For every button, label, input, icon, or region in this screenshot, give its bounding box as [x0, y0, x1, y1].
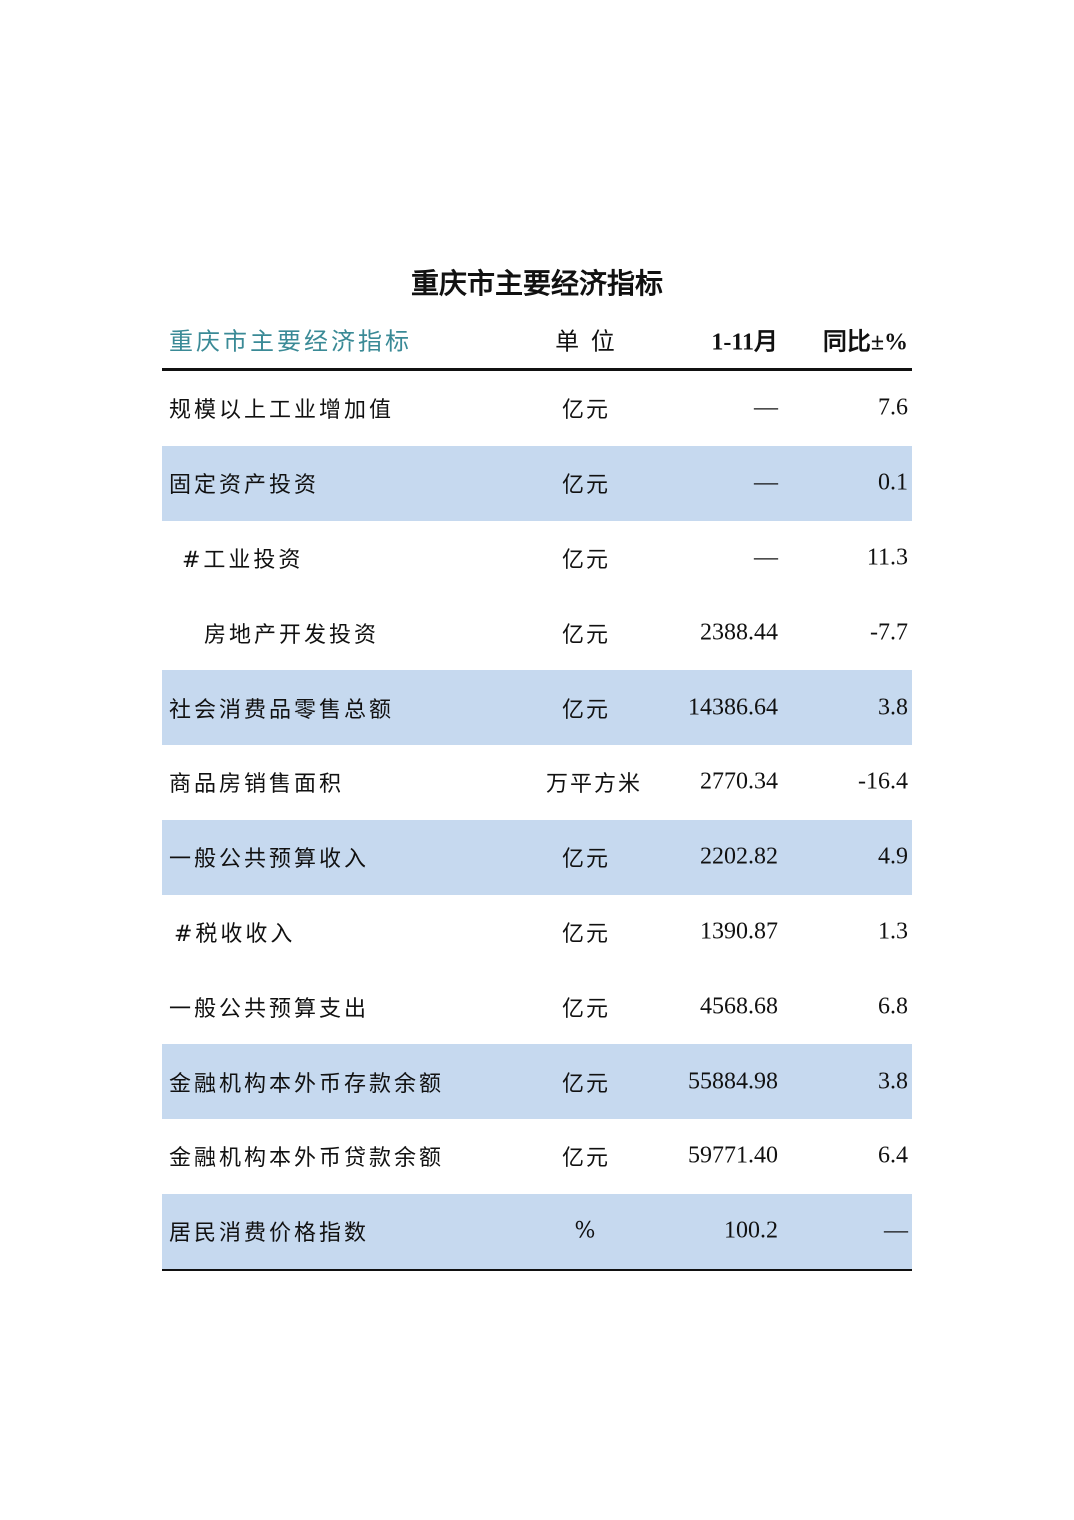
unit: 亿元 [561, 847, 610, 873]
header-indicator: 重庆市主要经济指标 [169, 327, 412, 356]
unit: 亿元 [561, 697, 610, 723]
period-value: 1390.87 [700, 918, 778, 945]
unit: 亿元 [561, 921, 610, 947]
table-body: 规模以上工业增加值 亿元 —7.6 固定资产投资 亿元 —0.1 #工业投资 亿元 —11.3 房… [162, 371, 912, 1271]
table-row: #工业投资 亿元 — 11.3 [162, 521, 912, 596]
yoy-change: 7.6 [878, 394, 908, 421]
unit: 万平方米 [546, 772, 643, 798]
table-row: 金融机构本外币贷款余额 亿元 59771.40 6.4 [162, 1119, 912, 1194]
indicator-name: 商品房销售面积 [169, 772, 345, 798]
table-row: 固定资产投资 亿元 — 0.1 [162, 445, 912, 521]
indicator-name: 固定资产投资 [169, 473, 320, 499]
unit: 亿元 [561, 622, 610, 648]
period-value: 4568.68 [700, 993, 778, 1020]
table-header: 重庆市主要经济指标 单 位 1-11月 同比±% [162, 310, 912, 371]
yoy-change: 4.9 [878, 843, 908, 870]
period-value: — [754, 544, 778, 571]
header-period: 1-11月 [711, 329, 778, 356]
unit: 亿元 [561, 473, 610, 499]
table-row: 社会消费品零售总额 亿元 14386.64 3.8 [162, 670, 912, 745]
indicator-name: 规模以上工业增加值 [169, 398, 395, 424]
yoy-change: -16.4 [858, 768, 908, 795]
period-value: 2202.82 [700, 843, 778, 870]
yoy-change: — [884, 1217, 908, 1244]
table-row: 商品房销售面积 万平方米 2770.34 -16.4 [162, 745, 912, 820]
yoy-change: 6.4 [878, 1142, 908, 1169]
table-row: 金融机构本外币存款余额 亿元 55884.98 3.8 [162, 1044, 912, 1119]
yoy-change: 1.3 [878, 918, 908, 945]
indicator-name: #税收收入 [174, 921, 296, 947]
period-value: 2388.44 [700, 619, 778, 646]
indicator-name: 一般公共预算收入 [169, 847, 370, 873]
period-value: 14386.64 [688, 694, 778, 721]
unit: 亿元 [561, 996, 610, 1022]
table-row: 居民消费价格指数% 100.2 — [162, 1193, 912, 1269]
unit: 亿元 [561, 398, 610, 424]
indicator-name: #工业投资 [182, 547, 304, 573]
yoy-change: 3.8 [878, 1068, 908, 1095]
page-title: 重庆市主要经济指标 [410, 267, 663, 300]
unit: 亿元 [561, 1146, 610, 1172]
header-yoy: 同比±% [822, 329, 908, 356]
unit: 亿元 [561, 547, 610, 573]
yoy-change: 6.8 [878, 993, 908, 1020]
unit: 亿元 [561, 1071, 610, 1097]
yoy-change: 0.1 [878, 469, 908, 496]
yoy-change: 11.3 [866, 544, 908, 571]
period-value: — [754, 394, 778, 421]
period-value: 100.2 [724, 1217, 778, 1244]
table-row: 房地产开发投资 亿元 2388.44 -7.7 [162, 595, 912, 670]
period-value: 2770.34 [700, 768, 778, 795]
indicator-name: 金融机构本外币贷款余额 [169, 1146, 445, 1172]
indicator-table: 重庆市主要经济指标 单 位 1-11月 同比±% 规模以上工业增加值 亿元 —7.6… [162, 310, 912, 1271]
indicator-name: 居民消费价格指数 [169, 1221, 370, 1247]
period-value: — [754, 469, 778, 496]
header-unit: 单 位 [555, 327, 617, 356]
period-value: 55884.98 [688, 1068, 778, 1095]
unit: % [574, 1218, 598, 1244]
indicator-name: 一般公共预算支出 [169, 996, 370, 1022]
table-row: 一般公共预算支出 亿元 4568.68 6.8 [162, 969, 912, 1044]
yoy-change: 3.8 [878, 694, 908, 721]
table-row: 规模以上工业增加值 亿元 — 7.6 [162, 371, 912, 446]
yoy-change: -7.7 [870, 619, 908, 646]
indicator-name: 房地产开发投资 [204, 622, 380, 648]
table-row: 一般公共预算收入 亿元 2202.82 4.9 [162, 819, 912, 895]
period-value: 59771.40 [688, 1142, 778, 1169]
indicator-name: 金融机构本外币存款余额 [169, 1071, 445, 1097]
table-row: #税收收入 亿元 1390.87 1.3 [162, 895, 912, 970]
indicator-name: 社会消费品零售总额 [169, 697, 395, 723]
